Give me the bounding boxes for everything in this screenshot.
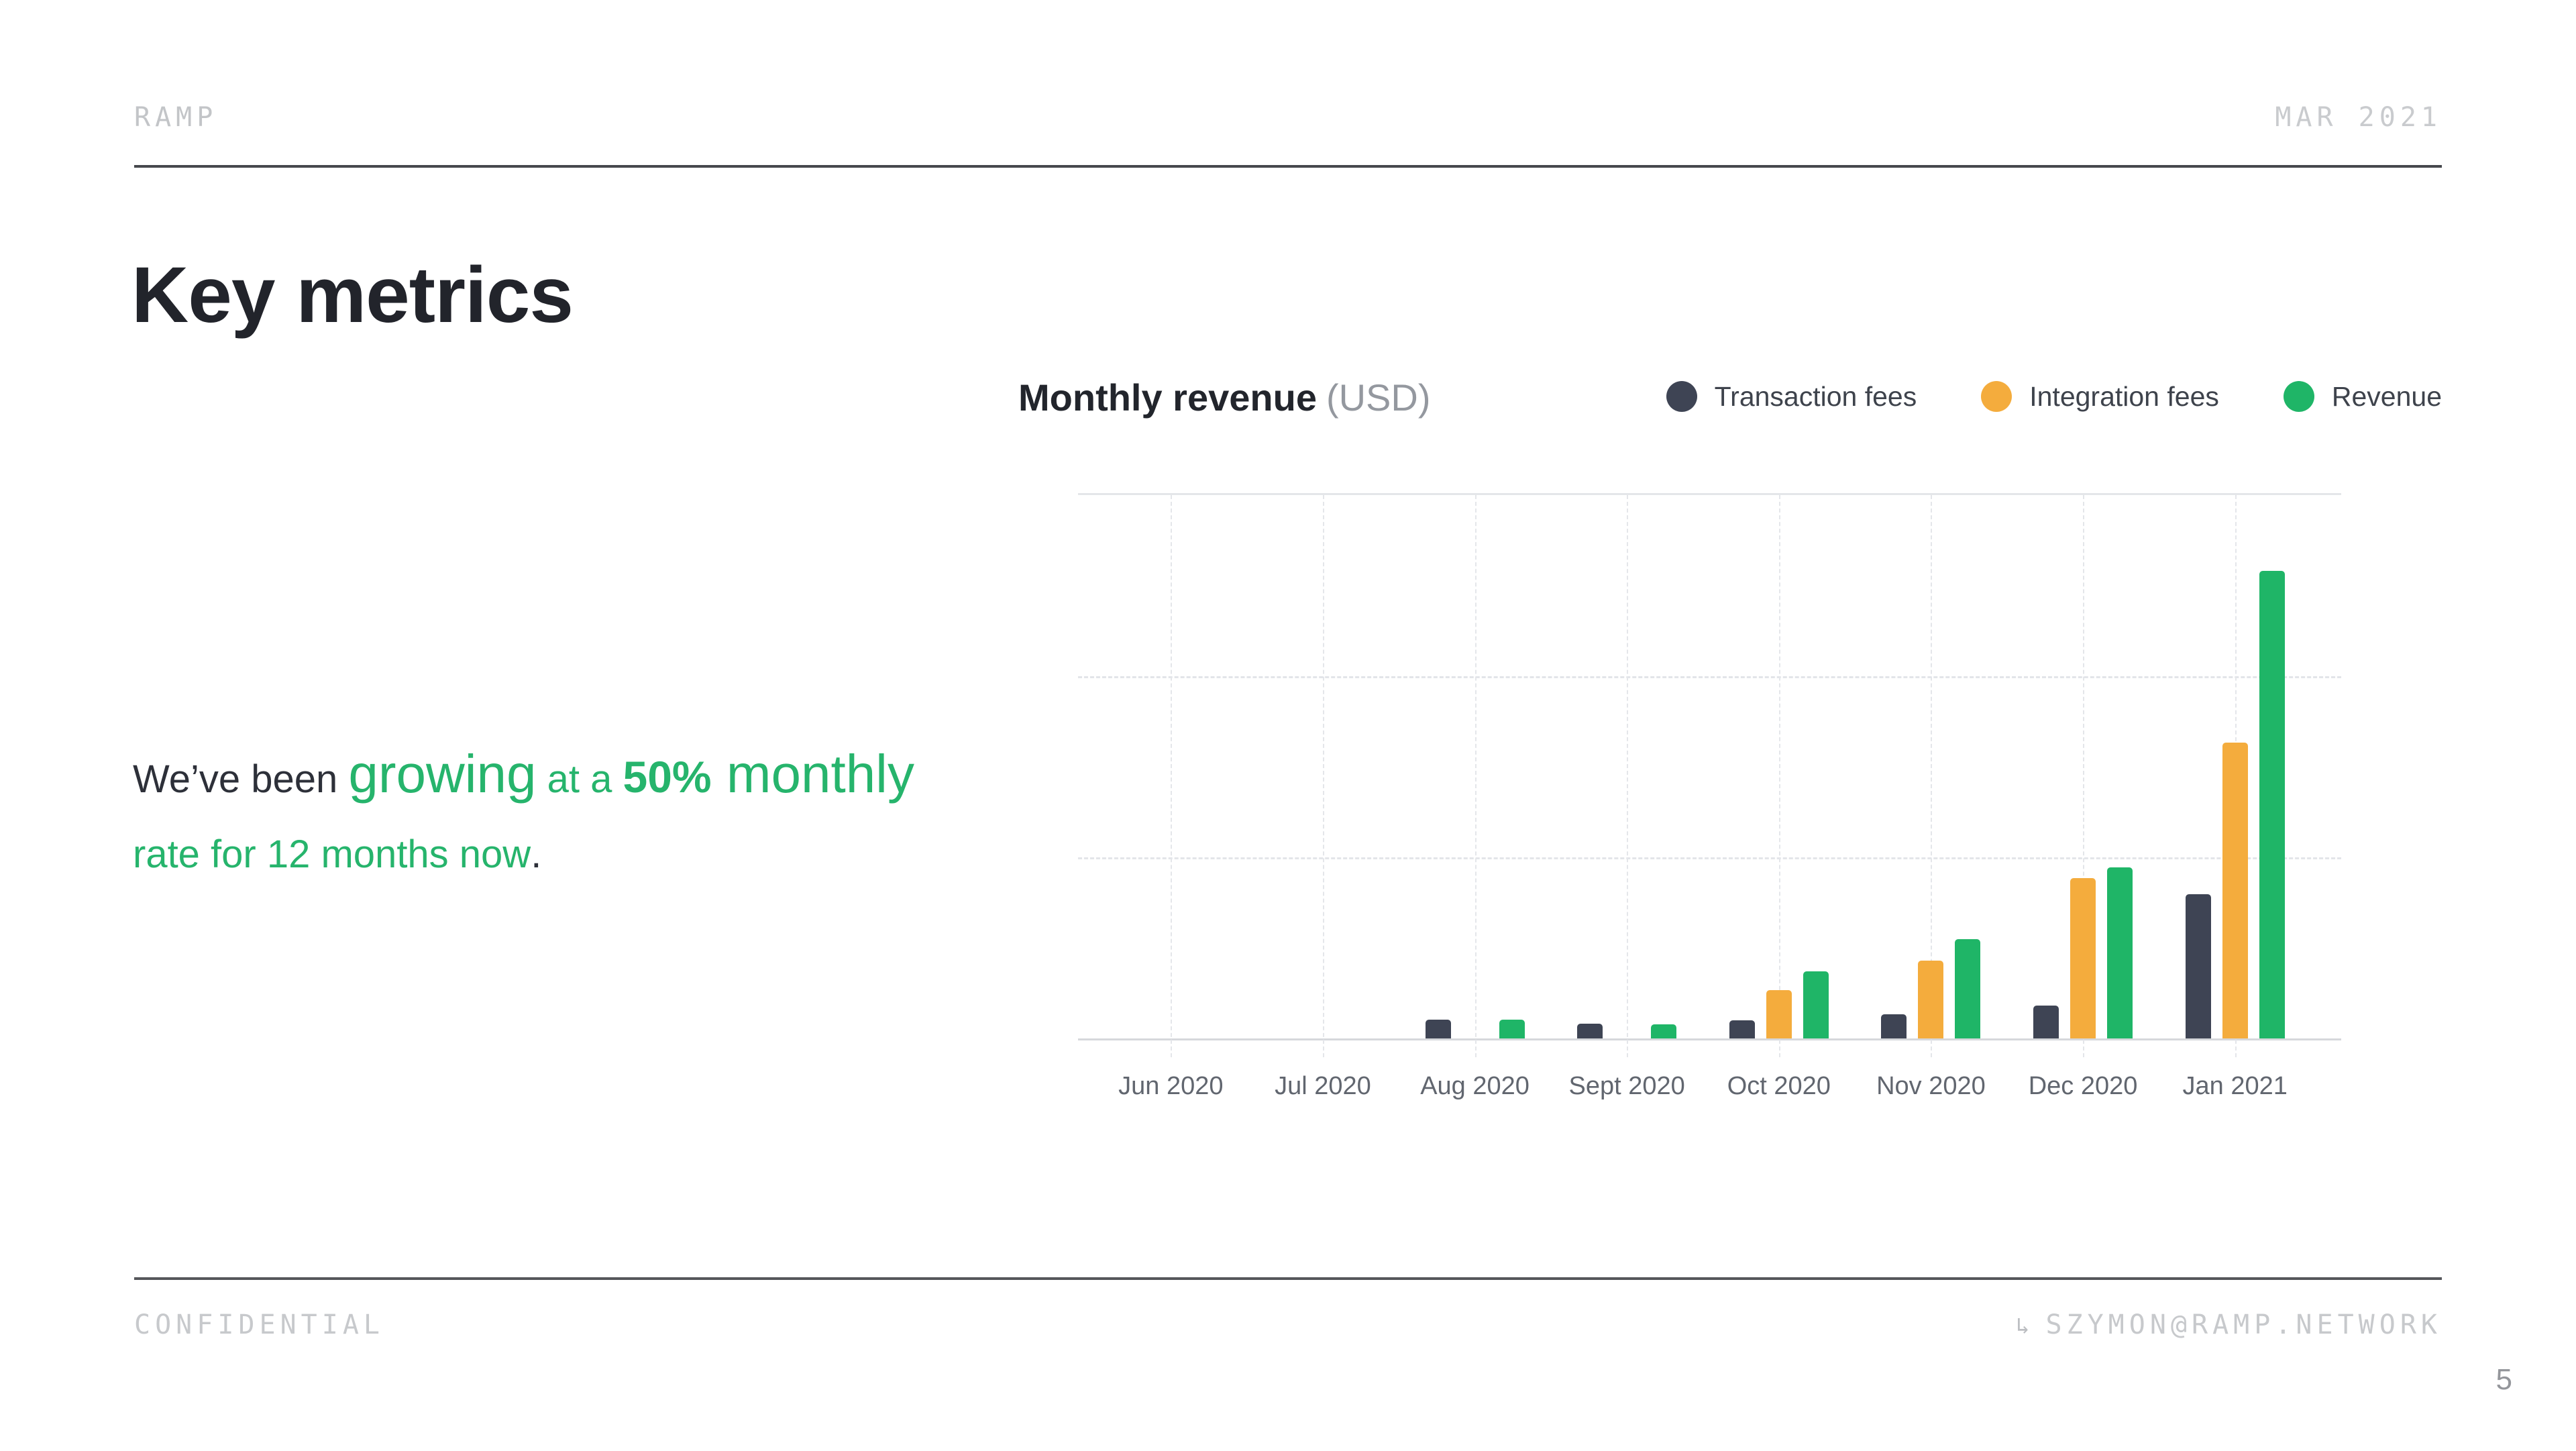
highlight-seg-dark: We’ve been [133,757,349,801]
legend-label: Revenue [2331,380,2442,412]
x-axis-label: Aug 2020 [1420,1072,1529,1100]
bar-transaction-fees [1425,1020,1451,1038]
bar-integration-fees [1766,990,1792,1038]
gridline-vertical [1171,495,1173,1057]
highlight-seg-monthly: monthly [711,744,914,804]
plot-columns [1095,495,2311,1057]
gridline-horizontal-2 [1078,857,2341,860]
x-axis-labels: Jun 2020 Jul 2020 Aug 2020 Sept 2020 Oct 202… [1095,1072,2311,1101]
x-axis-label: Oct 2020 [1727,1072,1831,1100]
bar-integration-fees [1918,961,1944,1038]
highlight-seg-growing: growing [348,744,537,804]
legend-dot-icon [1981,381,2012,412]
bar-revenue [1803,971,1829,1038]
month-column-aug-2020 [1399,495,1551,1057]
footer-divider [134,1277,2442,1280]
bar-revenue [1651,1024,1677,1038]
month-column-jun-2020 [1095,495,1247,1057]
x-axis-label: Sept 2020 [1568,1072,1685,1100]
gridline-vertical [1322,495,1324,1057]
bar-transaction-fees [2033,1006,2059,1038]
bar-revenue [2107,867,2133,1038]
x-axis-label: Dec 2020 [2028,1072,2138,1100]
confidential-label: CONFIDENTIAL [134,1309,384,1340]
chart-legend: Transaction fees Integration fees Revenue [1666,373,2442,420]
highlight-seg-mid: at a [536,757,623,801]
chart-title-main: Monthly revenue [1018,376,1317,419]
gridline-vertical [1931,495,1933,1057]
month-column-dec-2020 [2007,495,2159,1057]
month-column-jan-2021 [2159,495,2311,1057]
legend-item-transaction-fees: Transaction fees [1666,381,1917,413]
bar-integration-fees [2222,743,2248,1038]
gridline-vertical [1627,495,1629,1057]
bar-group [2033,495,2133,1038]
highlight-paragraph: We’ve been growing at a 50% monthly rate… [133,737,978,892]
month-column-jul-2020 [1247,495,1399,1057]
month-column-nov-2020 [1855,495,2007,1057]
bar-group [2185,495,2285,1038]
gridline-vertical [2083,495,2085,1057]
legend-item-integration-fees: Integration fees [1981,381,2219,413]
page-number: 5 [2496,1363,2512,1396]
contact-email: SZYMON@RAMP.NETWORK [2045,1309,2442,1340]
x-axis-label: Nov 2020 [1876,1072,1986,1100]
legend-label: Transaction fees [1714,380,1917,412]
footer-contact: ↳ SZYMON@RAMP.NETWORK [2016,1309,2442,1340]
month-column-sept-2020 [1551,495,1703,1057]
highlight-line2: rate for 12 months now [133,832,531,876]
brand-wordmark: RAMP [134,102,218,133]
month-column-oct-2020 [1703,495,1856,1057]
bar-transaction-fees [1577,1024,1603,1038]
x-axis-label: Jan 2021 [2182,1072,2288,1100]
chart-plot-area [1078,493,2341,1057]
x-axis-label: Jun 2020 [1118,1072,1224,1100]
legend-dot-icon [2283,381,2314,412]
highlight-seg-pct: 50% [623,752,712,802]
bar-revenue [2259,571,2285,1038]
gridline-horizontal-1 [1078,676,2341,678]
bar-revenue [1499,1020,1525,1038]
gridline-vertical [1778,495,1780,1057]
bar-group [1121,495,1220,1038]
header-date: MAR 2021 [2275,102,2442,133]
bar-revenue [1955,939,1981,1038]
bar-group [1729,495,1829,1038]
bar-transaction-fees [1881,1014,1907,1038]
bar-transaction-fees [1729,1020,1755,1038]
bar-group [1425,495,1525,1038]
chart-title: Monthly revenue (USD) [1018,376,1431,419]
legend-item-revenue: Revenue [2283,380,2442,413]
bar-transaction-fees [2185,894,2211,1038]
highlight-period: . [531,832,542,876]
bar-group [1273,495,1373,1038]
bar-group [1577,495,1677,1038]
legend-label: Integration fees [2029,380,2219,412]
legend-dot-icon [1666,381,1697,412]
header-divider [134,165,2442,168]
page-title: Key metrics [131,251,574,339]
x-axis-label: Jul 2020 [1275,1072,1371,1100]
bar-integration-fees [2070,878,2096,1038]
chart-title-unit: (USD) [1326,376,1431,419]
return-arrow-icon: ↳ [2015,1313,2030,1340]
gridline-vertical [1474,495,1477,1057]
bar-group [1881,495,1981,1038]
